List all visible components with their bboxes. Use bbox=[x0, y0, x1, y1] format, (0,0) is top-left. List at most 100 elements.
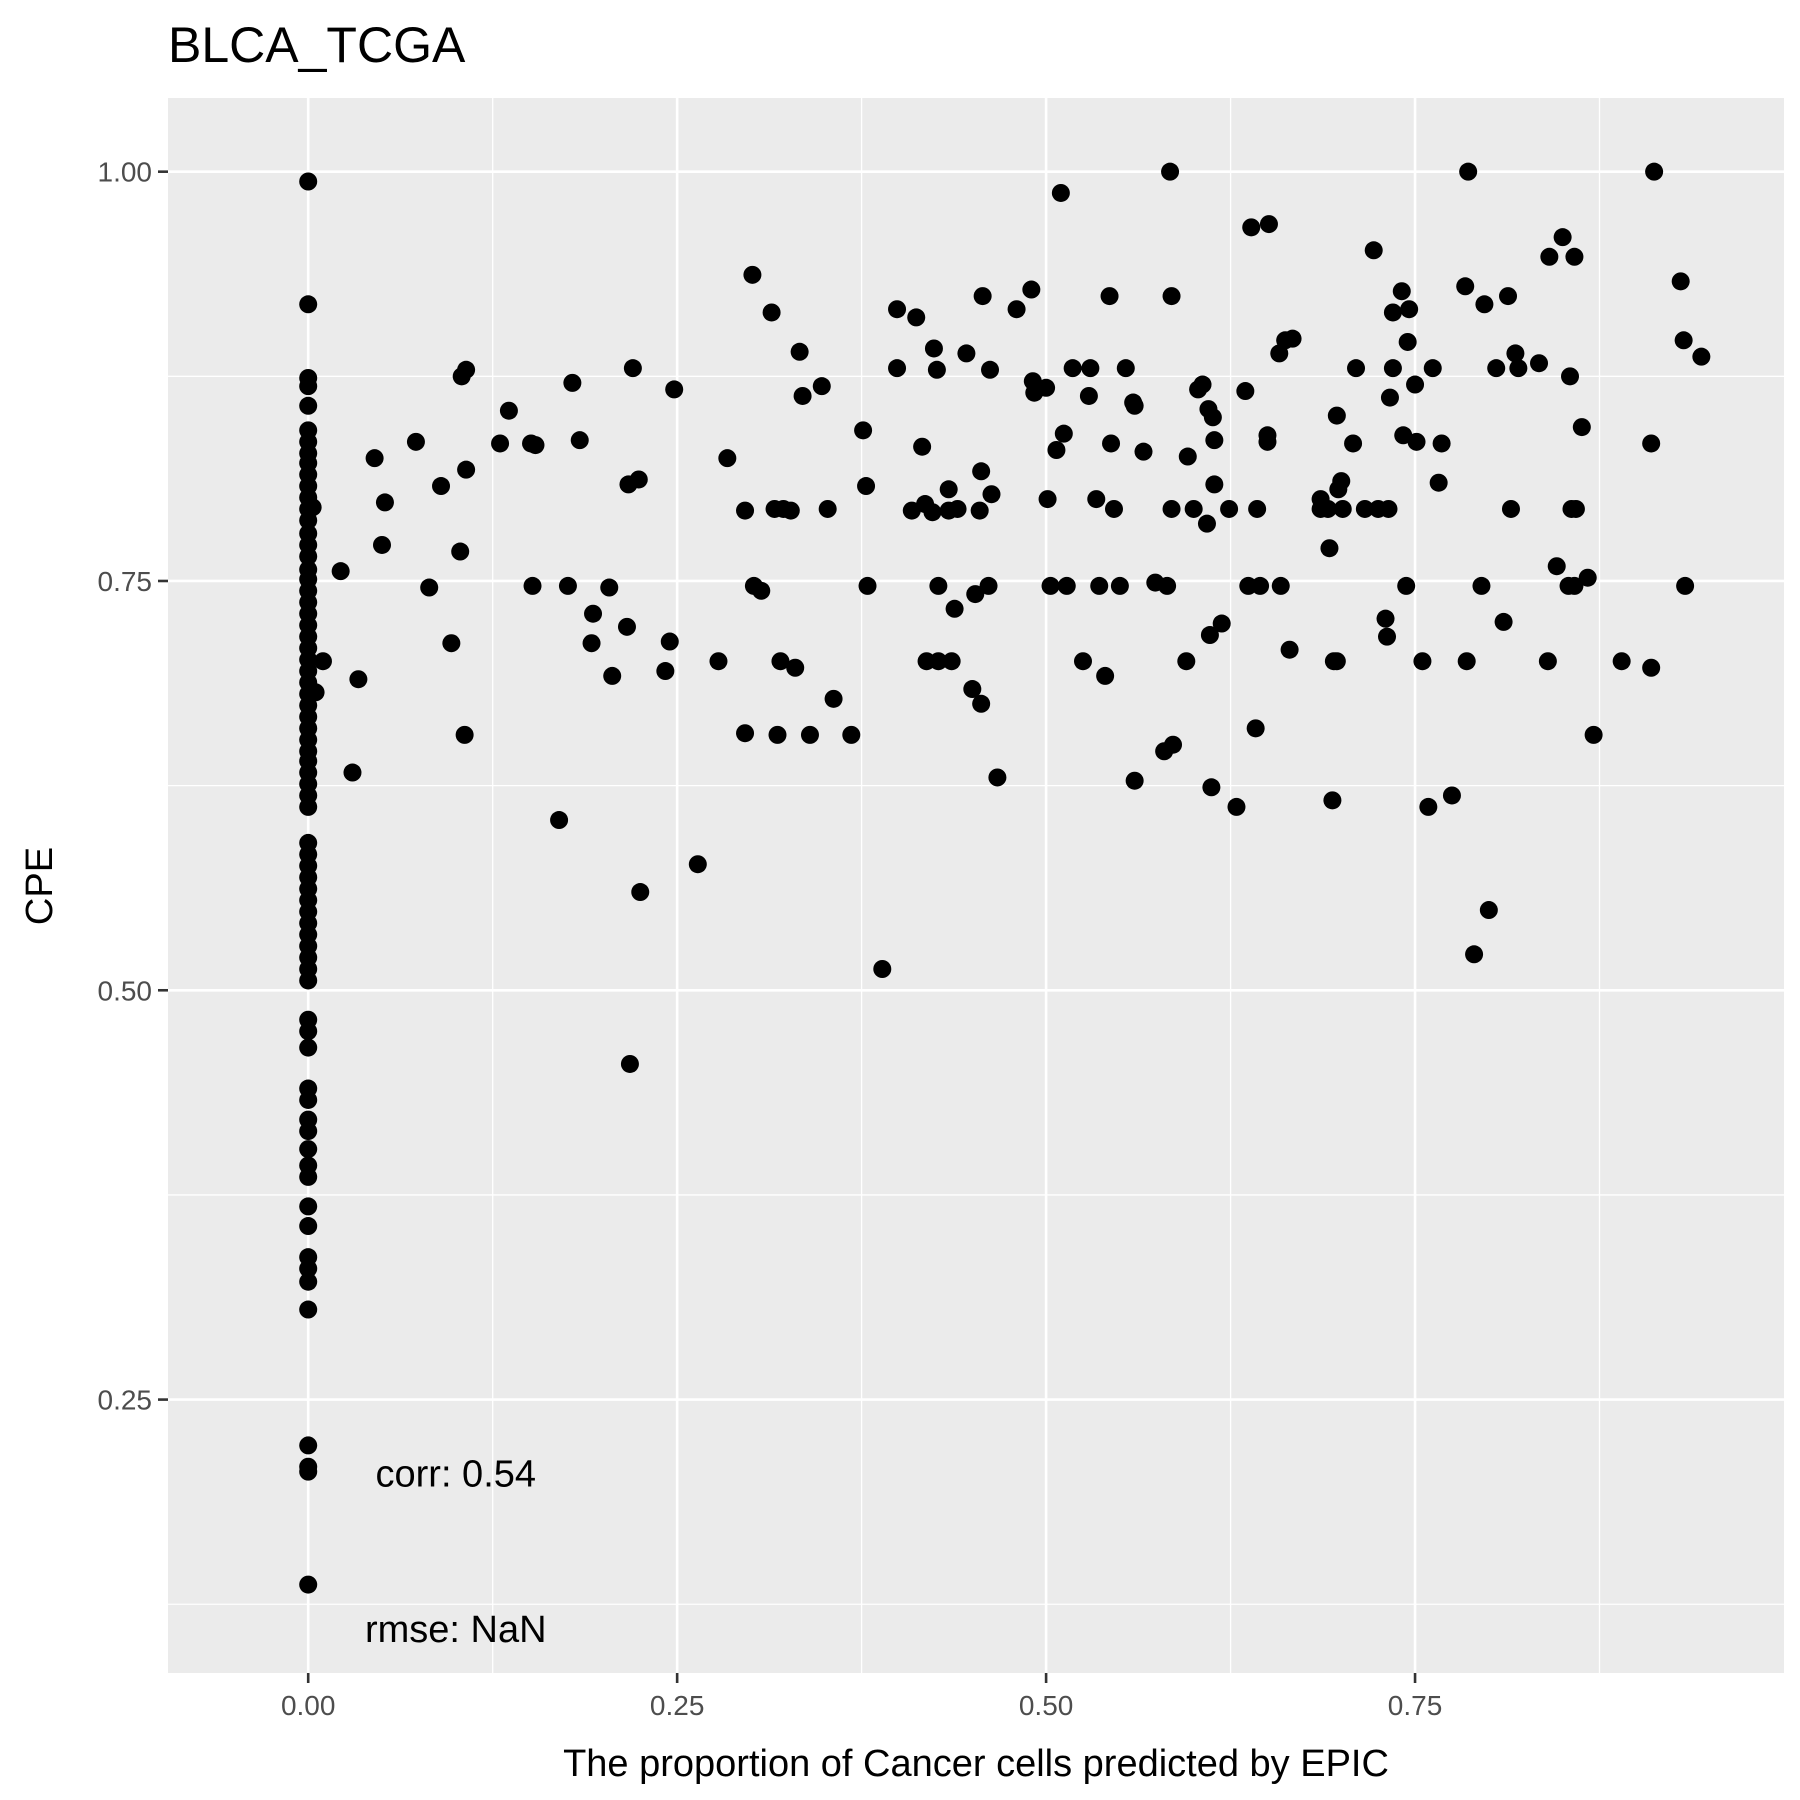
data-point bbox=[570, 431, 589, 450]
data-point bbox=[1205, 431, 1224, 450]
data-point bbox=[299, 1462, 318, 1481]
data-point bbox=[1248, 499, 1267, 518]
data-point bbox=[1584, 725, 1603, 744]
data-point bbox=[1271, 576, 1290, 595]
data-point bbox=[299, 1217, 318, 1236]
data-point bbox=[1242, 218, 1261, 237]
data-point bbox=[1566, 499, 1585, 518]
data-point bbox=[1642, 434, 1661, 453]
data-point bbox=[313, 652, 332, 671]
data-point bbox=[1383, 359, 1402, 378]
data-point bbox=[349, 670, 368, 689]
data-point bbox=[1676, 576, 1695, 595]
data-point bbox=[1038, 490, 1057, 509]
data-point bbox=[873, 959, 892, 978]
x-tick-label: 0.00 bbox=[281, 1690, 336, 1721]
data-point bbox=[665, 380, 684, 399]
data-point bbox=[299, 971, 318, 990]
data-point bbox=[1323, 791, 1342, 810]
data-point bbox=[842, 725, 861, 744]
data-point bbox=[1022, 280, 1041, 299]
data-point bbox=[1177, 652, 1196, 671]
data-point bbox=[1398, 332, 1417, 351]
x-tick-label: 0.50 bbox=[1019, 1690, 1074, 1721]
data-point bbox=[688, 855, 707, 874]
data-point bbox=[1565, 576, 1584, 595]
data-point bbox=[1236, 382, 1255, 401]
data-point bbox=[1509, 359, 1528, 378]
data-point bbox=[1456, 277, 1475, 296]
data-point bbox=[929, 576, 948, 595]
data-point bbox=[1565, 247, 1584, 266]
data-point bbox=[1202, 778, 1221, 797]
data-point bbox=[979, 576, 998, 595]
data-point bbox=[1344, 434, 1363, 453]
data-point bbox=[1096, 666, 1115, 685]
data-point bbox=[451, 542, 470, 561]
data-point bbox=[945, 599, 964, 618]
data-point bbox=[1162, 499, 1181, 518]
data-point bbox=[1197, 514, 1216, 533]
data-point bbox=[1429, 473, 1448, 492]
data-point bbox=[299, 377, 318, 396]
data-point bbox=[1501, 499, 1520, 518]
data-point bbox=[1054, 424, 1073, 443]
data-point bbox=[1674, 331, 1693, 350]
data-point bbox=[550, 811, 569, 830]
data-point bbox=[299, 172, 318, 191]
data-point bbox=[499, 401, 518, 420]
data-point bbox=[1193, 375, 1212, 394]
data-point bbox=[1007, 300, 1026, 319]
data-point bbox=[1407, 432, 1426, 451]
data-point bbox=[629, 470, 648, 489]
data-point bbox=[299, 1272, 318, 1291]
data-point bbox=[973, 287, 992, 306]
data-point bbox=[420, 578, 439, 597]
data-point bbox=[1475, 295, 1494, 314]
data-point bbox=[736, 724, 755, 743]
data-point bbox=[923, 503, 942, 522]
data-point bbox=[709, 652, 728, 671]
data-point bbox=[1423, 359, 1442, 378]
data-point bbox=[299, 1575, 318, 1594]
y-axis-title: CPE bbox=[19, 847, 61, 925]
data-point bbox=[631, 883, 650, 902]
data-point bbox=[1465, 945, 1484, 964]
data-point bbox=[1379, 499, 1398, 518]
data-point bbox=[1530, 354, 1549, 373]
plot-panel bbox=[168, 98, 1784, 1673]
data-point bbox=[1100, 287, 1119, 306]
data-point bbox=[1220, 499, 1239, 518]
data-point bbox=[1102, 434, 1121, 453]
data-point bbox=[1400, 300, 1419, 319]
data-point bbox=[1134, 442, 1153, 461]
y-tick-label: 0.25 bbox=[98, 1385, 153, 1416]
data-point bbox=[1572, 418, 1591, 437]
data-point bbox=[299, 295, 318, 314]
data-point bbox=[1671, 272, 1690, 291]
data-point bbox=[1073, 652, 1092, 671]
data-point bbox=[1394, 426, 1413, 445]
data-point bbox=[1376, 609, 1395, 628]
data-point bbox=[1104, 499, 1123, 518]
data-point bbox=[299, 1090, 318, 1109]
data-point bbox=[299, 1140, 318, 1159]
data-point bbox=[988, 768, 1007, 787]
data-point bbox=[299, 1122, 318, 1141]
data-point bbox=[1406, 375, 1425, 394]
data-point bbox=[1158, 576, 1177, 595]
data-point bbox=[1251, 576, 1270, 595]
data-point bbox=[982, 485, 1001, 504]
data-point bbox=[1332, 472, 1351, 491]
data-point bbox=[942, 652, 961, 671]
data-point bbox=[1051, 183, 1070, 202]
data-point bbox=[1487, 359, 1506, 378]
data-point bbox=[718, 449, 737, 468]
data-point bbox=[929, 652, 948, 671]
data-point bbox=[790, 342, 809, 361]
data-point bbox=[1413, 652, 1432, 671]
data-point bbox=[442, 634, 461, 653]
data-point bbox=[963, 680, 982, 699]
data-point bbox=[1645, 162, 1664, 181]
